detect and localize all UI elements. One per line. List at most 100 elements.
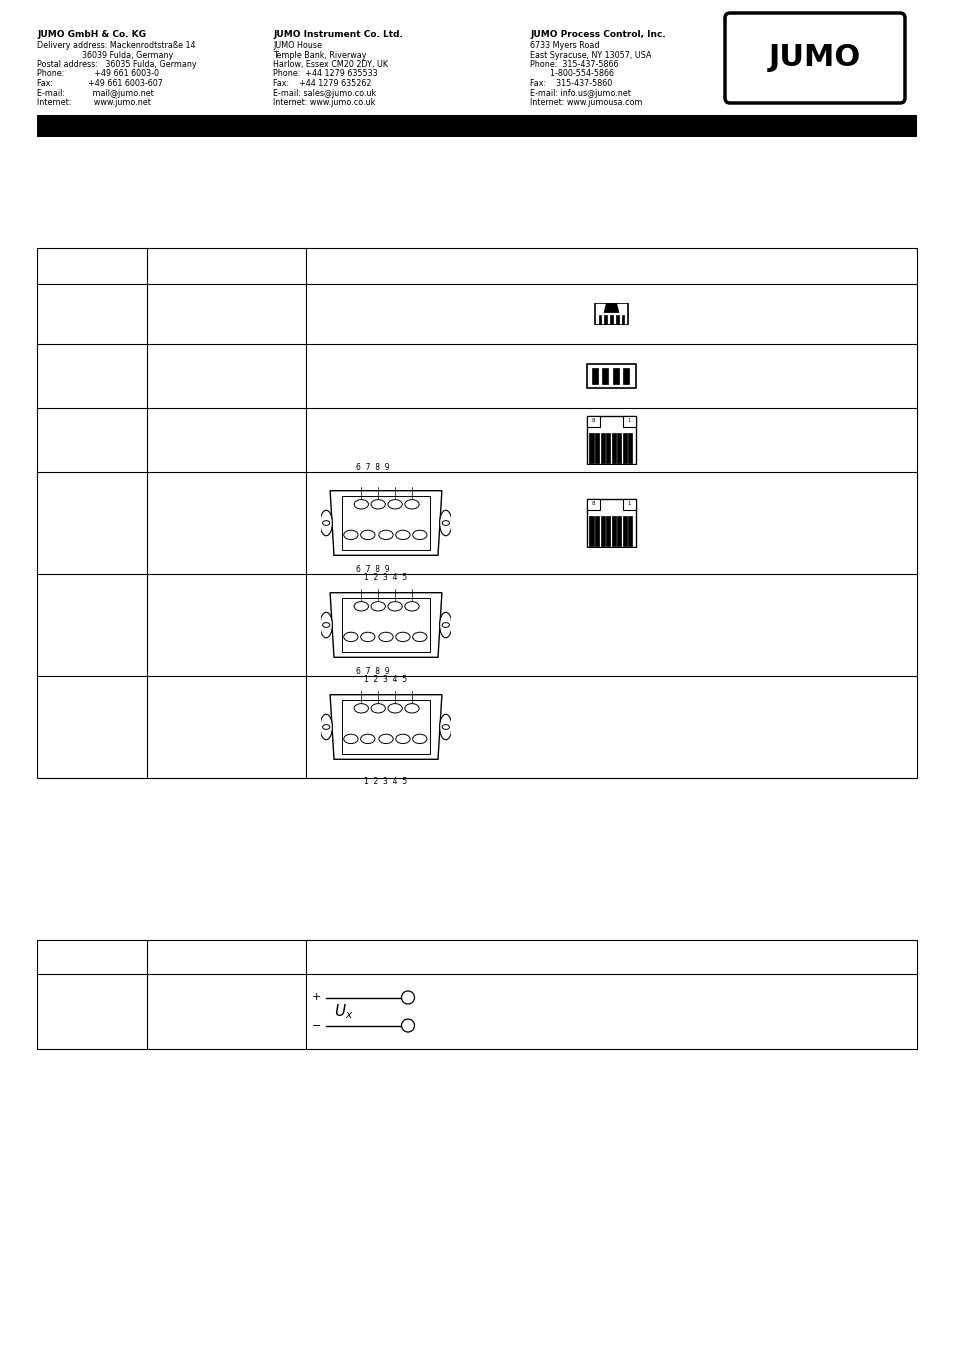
Bar — [605, 516, 610, 545]
Text: Delivery address: Mackenrodtstraße 14: Delivery address: Mackenrodtstraße 14 — [37, 40, 195, 50]
Circle shape — [343, 734, 357, 744]
Text: 1  2  3  4  5: 1 2 3 4 5 — [364, 778, 407, 787]
Bar — [341, 699, 430, 755]
Bar — [628, 433, 632, 463]
Bar — [341, 495, 430, 551]
Circle shape — [378, 632, 393, 641]
Text: −: − — [312, 1021, 320, 1030]
Circle shape — [360, 531, 375, 540]
Circle shape — [371, 703, 385, 713]
Circle shape — [413, 734, 427, 744]
Bar — [622, 369, 629, 383]
Bar — [611, 516, 615, 545]
Circle shape — [404, 500, 418, 509]
Bar — [600, 433, 604, 463]
Bar — [600, 516, 604, 545]
Text: +: + — [312, 992, 320, 1003]
Text: Internet: www.jumousa.com: Internet: www.jumousa.com — [530, 99, 641, 107]
Text: E-mail: info.us@jumo.net: E-mail: info.us@jumo.net — [530, 89, 630, 97]
Text: 6733 Myers Road: 6733 Myers Road — [530, 40, 598, 50]
Circle shape — [322, 622, 330, 628]
Text: Harlow, Essex CM20 2DY, UK: Harlow, Essex CM20 2DY, UK — [273, 59, 388, 69]
Circle shape — [354, 500, 368, 509]
Ellipse shape — [319, 714, 332, 740]
Bar — [622, 500, 636, 510]
Bar — [617, 433, 620, 463]
Ellipse shape — [439, 714, 452, 740]
Bar — [622, 433, 626, 463]
Bar — [611, 433, 615, 463]
Bar — [603, 315, 606, 324]
Circle shape — [413, 531, 427, 540]
Bar — [595, 516, 598, 545]
Circle shape — [354, 602, 368, 612]
Ellipse shape — [439, 613, 452, 637]
Bar — [37, 115, 916, 136]
Polygon shape — [603, 302, 618, 313]
Text: 36039 Fulda, Germany: 36039 Fulda, Germany — [37, 50, 173, 59]
Bar — [598, 315, 600, 324]
Bar — [591, 369, 598, 383]
Bar — [617, 516, 620, 545]
Circle shape — [322, 521, 330, 525]
Bar — [595, 433, 598, 463]
Bar — [601, 369, 608, 383]
Bar — [605, 433, 610, 463]
Bar — [589, 433, 593, 463]
Circle shape — [360, 632, 375, 641]
Bar — [37, 248, 916, 778]
Circle shape — [388, 703, 402, 713]
Text: Temple Bank, Riverway: Temple Bank, Riverway — [273, 50, 366, 59]
Text: Fax:    +44 1279 635262: Fax: +44 1279 635262 — [273, 80, 371, 88]
Circle shape — [413, 632, 427, 641]
Ellipse shape — [319, 613, 332, 637]
Bar — [341, 598, 430, 652]
Text: $U_x$: $U_x$ — [334, 1002, 354, 1021]
Text: 1: 1 — [627, 418, 631, 424]
Bar — [586, 500, 599, 510]
Circle shape — [354, 703, 368, 713]
Text: Internet: www.jumo.co.uk: Internet: www.jumo.co.uk — [273, 99, 375, 107]
Bar — [609, 315, 612, 324]
Circle shape — [404, 602, 418, 612]
Text: 1: 1 — [627, 501, 631, 506]
Polygon shape — [330, 695, 441, 759]
Polygon shape — [330, 593, 441, 657]
Text: 1  2  3  4  5: 1 2 3 4 5 — [364, 574, 407, 582]
Text: East Syracuse, NY 13057, USA: East Syracuse, NY 13057, USA — [530, 50, 651, 59]
Text: 8: 8 — [591, 418, 595, 424]
Circle shape — [395, 632, 410, 641]
Circle shape — [371, 602, 385, 612]
Text: 1  2  3  4  5: 1 2 3 4 5 — [364, 675, 407, 684]
Bar — [586, 364, 636, 387]
Text: 8: 8 — [591, 501, 595, 506]
Text: Fax:    315-437-5860: Fax: 315-437-5860 — [530, 80, 612, 88]
Circle shape — [395, 734, 410, 744]
Circle shape — [343, 531, 357, 540]
Text: Internet:         www.jumo.net: Internet: www.jumo.net — [37, 99, 151, 107]
Bar — [622, 516, 626, 545]
Text: JUMO Process Control, Inc.: JUMO Process Control, Inc. — [530, 30, 665, 39]
Text: 6  7  8  9: 6 7 8 9 — [355, 667, 390, 676]
Circle shape — [395, 531, 410, 540]
Bar — [589, 516, 593, 545]
Text: JUMO Instrument Co. Ltd.: JUMO Instrument Co. Ltd. — [273, 30, 402, 39]
Circle shape — [378, 531, 393, 540]
Circle shape — [441, 622, 449, 628]
Text: Phone:  315-437-5866: Phone: 315-437-5866 — [530, 59, 618, 69]
Bar — [586, 416, 636, 464]
Ellipse shape — [439, 510, 452, 536]
Bar — [586, 416, 599, 427]
Circle shape — [378, 734, 393, 744]
Circle shape — [404, 703, 418, 713]
Text: Phone:            +49 661 6003-0: Phone: +49 661 6003-0 — [37, 69, 159, 78]
Circle shape — [441, 521, 449, 525]
Text: JUMO: JUMO — [768, 43, 861, 73]
Bar — [628, 516, 632, 545]
Circle shape — [388, 602, 402, 612]
Circle shape — [441, 725, 449, 729]
Polygon shape — [330, 490, 441, 555]
Text: 6  7  8  9: 6 7 8 9 — [355, 566, 390, 575]
Circle shape — [322, 725, 330, 729]
Bar — [37, 940, 916, 1049]
